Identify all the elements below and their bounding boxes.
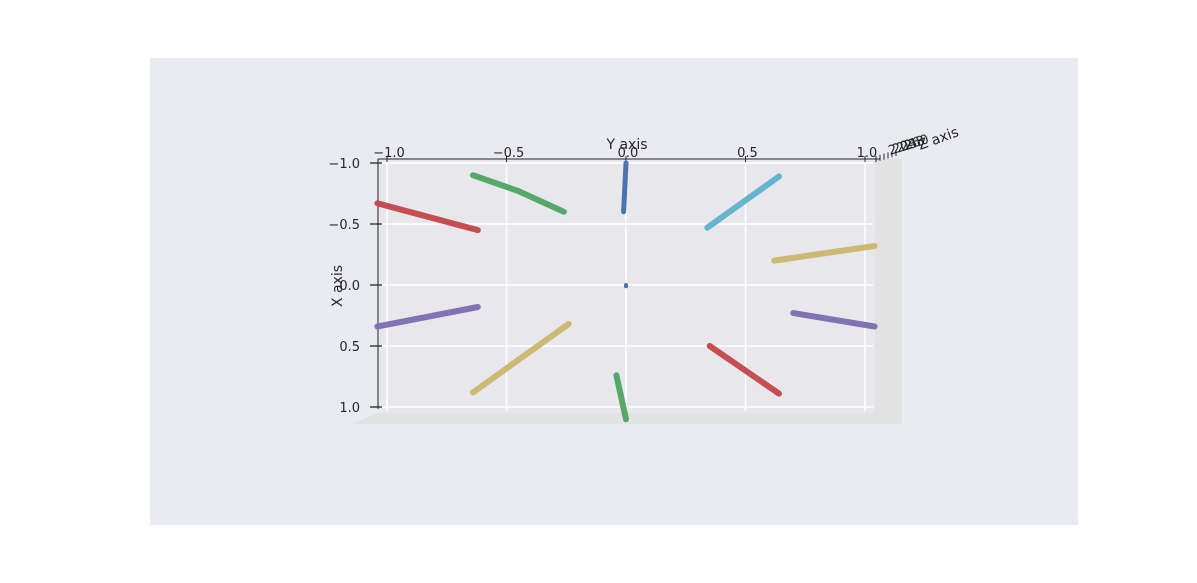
series-line-10 bbox=[704, 173, 782, 231]
x-tick-label: 1.0 bbox=[339, 401, 360, 416]
z-tick-label: 3.0 bbox=[907, 132, 931, 153]
z-tick-label: 2.0 bbox=[887, 138, 911, 159]
y-tick-label: −1.0 bbox=[373, 146, 405, 161]
y-axis-label: Y axis bbox=[605, 137, 647, 153]
series-line-4 bbox=[374, 304, 481, 330]
z-tick-label: 2.4 bbox=[895, 136, 919, 157]
y-tick-label: 0.0 bbox=[618, 146, 639, 161]
y-tick-label: 0.5 bbox=[737, 146, 758, 161]
x-tick-label: −1.0 bbox=[328, 157, 360, 172]
y-tick-label: −0.5 bbox=[493, 146, 525, 161]
series-line-9 bbox=[771, 243, 878, 264]
x-axis-label: X axis bbox=[330, 265, 346, 307]
x-tick-label: 0.0 bbox=[339, 279, 360, 294]
series-line-0 bbox=[621, 160, 629, 215]
series-line-3 bbox=[374, 200, 481, 234]
series-line-6 bbox=[613, 372, 629, 423]
z-tick-label: 2.6 bbox=[899, 135, 923, 156]
x-tick-label: −0.5 bbox=[328, 218, 360, 233]
series-line-5 bbox=[470, 321, 572, 396]
series-line-2 bbox=[470, 172, 567, 215]
x-tick-label: 0.5 bbox=[339, 340, 360, 355]
z-tick-label: 2.2 bbox=[891, 137, 915, 158]
y-tick-label: 1.0 bbox=[857, 146, 878, 161]
series-line-8 bbox=[790, 310, 878, 330]
side-pane bbox=[875, 159, 902, 424]
series-line-7 bbox=[706, 343, 782, 397]
z-tick-label: 2.8 bbox=[903, 133, 927, 154]
